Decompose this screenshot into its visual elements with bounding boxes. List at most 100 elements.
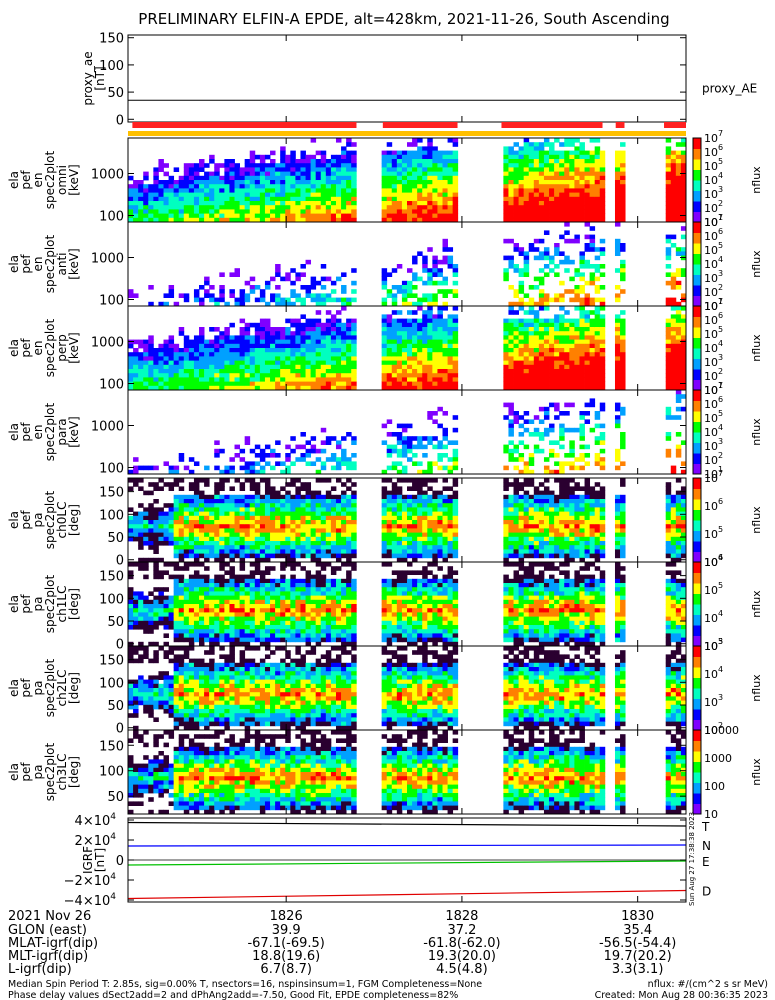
heatmap-cell [513, 515, 519, 521]
heatmap-cell [620, 154, 626, 160]
heatmap-cell [381, 327, 388, 332]
heatmap-cell [391, 184, 398, 189]
heatmap-cell [234, 209, 240, 214]
heatmap-cell [351, 549, 357, 554]
heatmap-cell [675, 285, 682, 290]
heatmap-cell [315, 339, 322, 345]
heatmap-cell [209, 213, 215, 219]
heatmap-cell [209, 549, 215, 554]
heatmap-cell [417, 482, 423, 487]
heatmap-cell [584, 335, 591, 340]
heatmap-cell [594, 377, 601, 382]
heatmap-cell [543, 415, 550, 420]
heatmap-cell [138, 532, 144, 538]
heatmap-cell [295, 373, 301, 378]
heatmap-cell [599, 373, 606, 378]
heatmap-cell [259, 289, 266, 294]
heatmap-cell [569, 369, 575, 374]
heatmap-cell [244, 469, 251, 475]
heatmap-cell [680, 154, 687, 160]
heatmap-cell [407, 339, 413, 345]
colorbar-tick-exponent: 3 [718, 269, 723, 278]
heatmap-cell [599, 381, 606, 387]
heatmap-cell [549, 322, 555, 328]
colorbar-unit: nflux [750, 418, 763, 446]
heatmap-cell [341, 188, 347, 193]
heatmap-cell [437, 406, 443, 412]
heatmap-cell [538, 377, 545, 382]
heatmap-cell [315, 209, 322, 214]
heatmap-cell [437, 180, 443, 185]
heatmap-cell [300, 482, 306, 487]
heatmap-cell [437, 175, 443, 181]
heatmap-cell [320, 343, 327, 349]
heatmap-cell [574, 364, 580, 370]
heatmap-cell [564, 142, 570, 147]
heatmap-cell [594, 306, 601, 311]
heatmap-cell [305, 339, 312, 345]
heatmap-cell [325, 335, 332, 340]
heatmap-cell [254, 285, 261, 290]
heatmap-cell [335, 154, 342, 160]
heatmap-cell [158, 167, 164, 172]
heatmap-cell [214, 356, 220, 361]
heatmap-cell [538, 192, 545, 198]
heatmap-cell [412, 381, 418, 387]
heatmap-cell [533, 205, 540, 210]
heatmap-cell [305, 541, 312, 546]
heatmap-cell [183, 465, 190, 471]
heatmap-cell [422, 159, 428, 164]
heatmap-cell [315, 297, 322, 303]
heatmap-cell [513, 348, 519, 353]
heatmap-cell [214, 515, 220, 521]
heatmap-cell [427, 201, 433, 206]
heatmap-cell [330, 457, 337, 462]
y-axis-label-line: spec2plot [43, 150, 57, 209]
heatmap-cell [614, 331, 621, 336]
heatmap-cell [264, 167, 271, 172]
heatmap-cells [128, 478, 687, 563]
heatmap-cell [285, 213, 291, 219]
heatmap-cell [153, 373, 159, 378]
heatmap-cell [569, 142, 575, 147]
heatmap-cell [158, 520, 164, 525]
heatmap-cell [620, 188, 626, 193]
heatmap-cell [447, 331, 454, 336]
heatmap-cell [320, 150, 327, 156]
heatmap-cell [214, 327, 220, 332]
heatmap-cell [599, 301, 606, 307]
heatmap-cell [614, 402, 621, 408]
heatmap-cell [518, 306, 525, 311]
heatmap-cell [670, 272, 677, 277]
heatmap-cell [335, 318, 342, 324]
heatmap-cell [584, 327, 591, 332]
heatmap-cell [427, 536, 433, 542]
heatmap-cell [401, 192, 408, 198]
heatmap-cell [219, 503, 225, 508]
heatmap-cell [335, 339, 342, 345]
heatmap-cell [335, 457, 342, 462]
heatmap-cell [351, 465, 357, 471]
heatmap-cell [503, 175, 509, 181]
heatmap-cell [214, 369, 220, 374]
heatmap-cell [503, 549, 509, 554]
heatmap-cell [138, 213, 144, 219]
heatmap-cell [280, 499, 286, 504]
heatmap-cell [305, 528, 312, 533]
heatmap-cell [538, 524, 545, 529]
heatmap-cell [574, 268, 580, 273]
heatmap-cell [259, 180, 266, 185]
heatmap-cell [153, 184, 159, 189]
heatmap-cell [452, 142, 459, 147]
heatmap-cell [422, 146, 428, 151]
heatmap-cell [188, 167, 195, 172]
heatmap-cell [508, 306, 514, 311]
heatmap-cell [401, 356, 408, 361]
heatmap-cell [214, 385, 220, 391]
heatmap-cell [351, 327, 357, 332]
heatmap-cell [432, 385, 438, 391]
heatmap-cell [346, 507, 352, 512]
heatmap-cell [270, 356, 276, 361]
colorbar-tick-exponent: 7 [718, 381, 723, 390]
heatmap-cell [518, 369, 525, 374]
